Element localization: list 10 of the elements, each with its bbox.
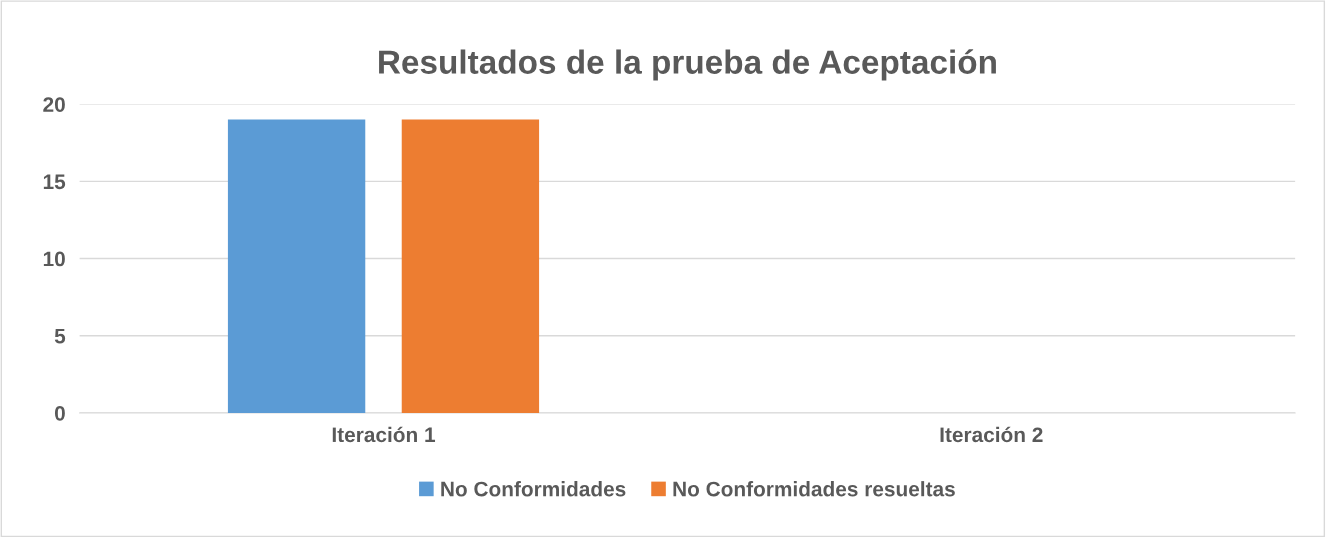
legend-label: No Conformidades [441,481,626,497]
y-tick-label: 15 [43,174,66,190]
y-tick-label: 5 [54,328,66,344]
x-tick-label: Iteración 2 [940,426,1043,443]
y-tick-label: 20 [43,97,65,112]
y-tick-label: 10 [43,251,65,267]
chart-title: Resultados de la prueba de Aceptación [379,49,996,81]
y-tick-label: 0 [54,405,65,421]
legend-label: No Conformidades resueltas [673,481,955,497]
x-tick-label: Iteración 1 [332,426,436,443]
